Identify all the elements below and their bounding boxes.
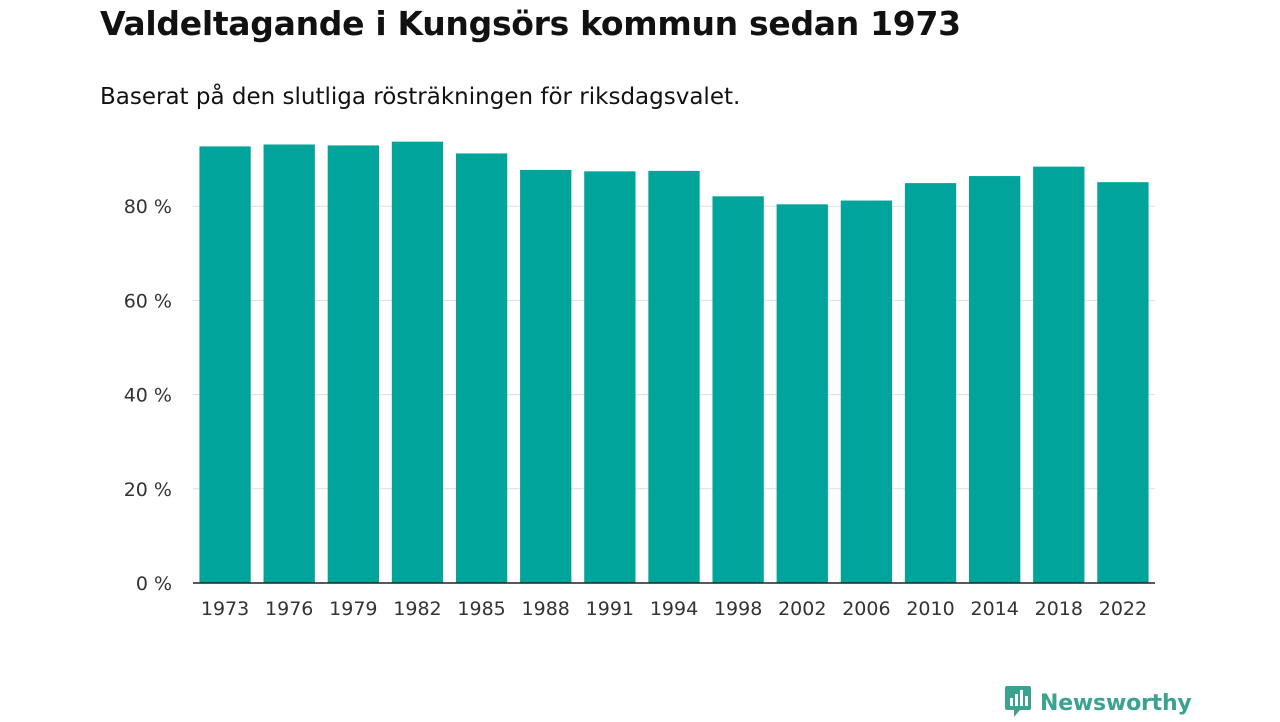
bar-1988 bbox=[520, 169, 572, 584]
y-tick-label: 20 % bbox=[124, 479, 172, 501]
bar-1994 bbox=[648, 170, 700, 583]
x-tick-label: 2006 bbox=[842, 598, 890, 620]
bar-1979 bbox=[327, 145, 379, 584]
newsworthy-logo-icon bbox=[1004, 684, 1032, 722]
x-tick-label: 1982 bbox=[393, 598, 441, 620]
bar-1985 bbox=[455, 153, 508, 583]
y-tick-label: 40 % bbox=[124, 385, 172, 407]
bar-2014 bbox=[969, 176, 1021, 583]
bar-2006 bbox=[840, 200, 893, 583]
bar-1973 bbox=[199, 146, 251, 583]
y-tick-label: 0 % bbox=[136, 573, 172, 595]
y-axis-ticks: 0 % 20 % 40 % 60 % 80 % bbox=[124, 196, 172, 595]
bar-2022 bbox=[1097, 182, 1149, 583]
x-tick-label: 1994 bbox=[650, 598, 698, 620]
bar-1998 bbox=[712, 196, 764, 583]
x-tick-label: 1979 bbox=[329, 598, 377, 620]
x-tick-label: 2022 bbox=[1099, 598, 1147, 620]
x-tick-label: 1991 bbox=[586, 598, 634, 620]
bar-2018 bbox=[1033, 166, 1085, 584]
y-tick-label: 80 % bbox=[124, 196, 172, 218]
brand-logo: Newsworthy bbox=[1004, 684, 1192, 722]
bar-chart: 0 % 20 % 40 % 60 % 80 % 1973 1976 1979 1982 1985… bbox=[124, 141, 1155, 620]
bars bbox=[199, 141, 1149, 584]
bar-1991 bbox=[584, 171, 636, 583]
y-tick-label: 60 % bbox=[124, 290, 172, 312]
bar-1976 bbox=[263, 144, 315, 583]
bar-2002 bbox=[776, 204, 828, 584]
x-tick-label: 1985 bbox=[457, 598, 505, 620]
x-tick-label: 2002 bbox=[778, 598, 826, 620]
x-axis-ticks: 1973 1976 1979 1982 1985 1988 1991 1994 1998 2002… bbox=[201, 598, 1147, 620]
x-tick-label: 2010 bbox=[906, 598, 954, 620]
bar-1982 bbox=[391, 141, 444, 583]
x-tick-label: 1988 bbox=[522, 598, 570, 620]
chart-subtitle: Baserat på den slutliga rösträkningen fö… bbox=[100, 84, 741, 110]
bar-2010 bbox=[904, 183, 957, 583]
x-tick-label: 1998 bbox=[714, 598, 762, 620]
x-tick-label: 2018 bbox=[1035, 598, 1083, 620]
brand-name: Newsworthy bbox=[1040, 690, 1192, 716]
x-tick-label: 2014 bbox=[970, 598, 1018, 620]
x-tick-label: 1973 bbox=[201, 598, 249, 620]
chart-title: Valdeltagande i Kungsörs kommun sedan 19… bbox=[100, 4, 961, 43]
x-tick-label: 1976 bbox=[265, 598, 313, 620]
